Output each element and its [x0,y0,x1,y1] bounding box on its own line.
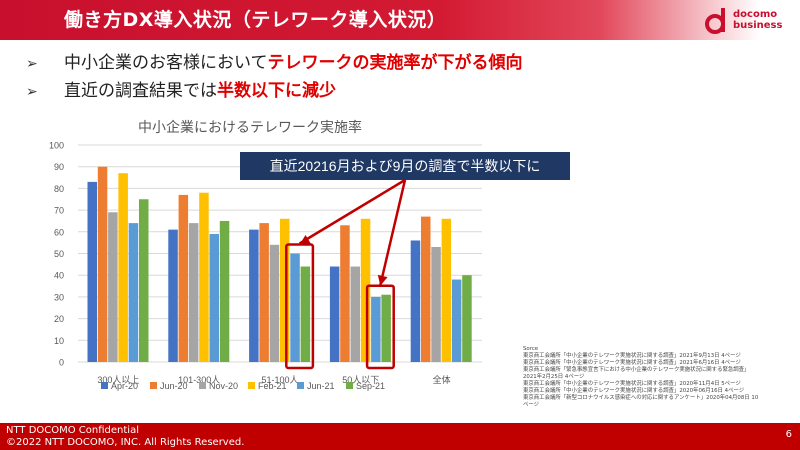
bar [290,253,300,362]
y-tick-label: 50 [54,249,64,259]
source-notes: Sorce 東京商工会議所「中小企業のテレワーク実施状況に関する調査」2021年… [523,346,791,409]
docomo-business-logo: docomo business [704,5,796,37]
y-tick-label: 30 [54,292,64,302]
legend-swatch [346,382,353,389]
bullet-text: 直近の調査結果では [64,81,217,101]
legend-label: Jun-21 [307,381,335,391]
bullet-item: ➢ 中小企業のお客様においてテレワークの実施率が下がる傾向 [26,49,523,77]
bar [249,229,259,362]
y-tick-label: 10 [54,336,64,346]
logo-line-2: business [733,20,783,31]
footer-bar: NTT DOCOMO Confidential ©2022 NTT DOCOMO… [0,423,800,450]
bar [462,275,472,362]
bar [350,266,360,362]
x-tick-label: 51-100人 [261,375,298,385]
bullet-highlight: 半数以下に [217,81,302,101]
bar [451,279,462,362]
source-line: 東京商工会議所「新型コロナウイルス感染症への対応に関するアンケート」2020年0… [523,395,759,401]
source-line: ページ [523,402,540,408]
source-line: 東京商工会議所「緊急事態宣言下における中小企業のテレワーク実施状況に関する緊急調… [523,367,750,373]
bar [300,266,311,362]
header-bar: 働き方DX導入状況（テレワーク導入状況） [0,0,800,40]
source-line: 東京商工会議所「中小企業のテレワーク実施状況に関する調査」2020年06月16日… [523,388,745,394]
source-heading: Sorce [523,346,539,352]
y-tick-label: 80 [54,184,64,194]
bar [188,223,199,362]
bar [340,225,350,362]
legend-label: Sep-21 [356,381,385,391]
bar [118,173,128,362]
bar [421,216,431,362]
page-number: 6 [785,429,792,440]
logo-text: docomo business [733,9,782,31]
bar [128,223,139,362]
highlight-box [285,243,315,370]
bar [269,244,280,362]
bar [209,233,219,362]
legend-label: Apr-20 [111,381,138,391]
x-tick-label: 50人以下 [342,375,379,385]
copyright-label: ©2022 NTT DOCOMO, INC. All Rights Reserv… [6,437,245,448]
y-tick-label: 70 [54,206,64,216]
source-line: 東京商工会議所「中小企業のテレワーク実施状況に関する調査」2020年11月4日 … [523,381,741,387]
legend-swatch [297,382,304,389]
bar [441,218,452,362]
legend-label: Nov-20 [209,381,238,391]
bar [381,294,391,362]
bar [410,240,421,362]
bar [360,218,371,362]
chart-title: 中小企業におけるテレワーク実施率 [138,119,362,135]
callout-arrow-line [379,179,407,286]
bullet-highlight-2: 減少 [302,81,336,101]
bullet-highlight: テレワークの実施率が下がる傾向 [267,53,523,73]
bar [87,181,97,362]
source-line: 東京商工会議所「中小企業のテレワーク実施状況に関する調査」2021年9月13日 … [523,353,741,359]
arrow-bullet-icon: ➢ [26,84,38,100]
bullet-item: ➢ 直近の調査結果では半数以下に減少 [26,77,523,105]
legend-label: Feb-21 [258,381,287,391]
bar-chart: 中小企業におけるテレワーク実施率 0 10 20 30 40 50 60 70 80 90 100 30… [49,119,570,391]
bar [178,194,189,362]
legend-swatch [101,382,108,389]
y-tick-label: 20 [54,314,64,324]
bar [329,266,340,362]
bar [97,166,108,362]
x-tick-label: 全体 [433,374,451,385]
bar [199,192,209,362]
confidential-label: NTT DOCOMO Confidential [6,425,139,436]
page-title: 働き方DX導入状況（テレワーク導入状況） [64,9,447,31]
bar [280,218,290,362]
source-line: 東京商工会議所「中小企業のテレワーク実施状況に関する調査」2021年6月16日 … [523,360,741,366]
legend-label: Jun-20 [160,381,188,391]
bar [108,212,118,362]
legend-swatch [248,382,255,389]
callout-arrow-head [377,274,388,286]
bullet-text: 中小企業のお客様において [64,53,268,73]
callout-arrow-line [298,178,406,245]
annotation-box [240,152,570,180]
arrow-bullet-icon: ➢ [26,56,38,72]
bar [139,199,149,362]
footer-text: NTT DOCOMO Confidential ©2022 NTT DOCOMO… [6,425,244,449]
y-tick-label: 40 [54,271,64,281]
y-tick-label: 100 [49,141,64,151]
callout-arrow-head [299,235,311,245]
y-tick-label: 90 [54,162,64,172]
bar [431,246,441,362]
bar [259,223,269,362]
y-tick-label: 0 [59,358,64,368]
legend-swatch [150,382,157,389]
bar [168,229,178,362]
docomo-logo-icon [705,8,725,34]
source-line: 2021年2月25日 4ページ [523,374,585,380]
bar [219,220,230,362]
legend-swatch [199,382,206,389]
logo-line-1: docomo [733,9,778,20]
bullet-list: ➢ 中小企業のお客様においてテレワークの実施率が下がる傾向 ➢ 直近の調査結果では半… [26,49,523,105]
annotation-text: 直近20216月および9月の調査で半数以下に [270,158,541,174]
bar [371,296,381,362]
x-tick-label: 300人以上 [97,375,139,385]
x-tick-label: 101-300人 [178,375,220,385]
y-tick-label: 60 [54,227,64,237]
